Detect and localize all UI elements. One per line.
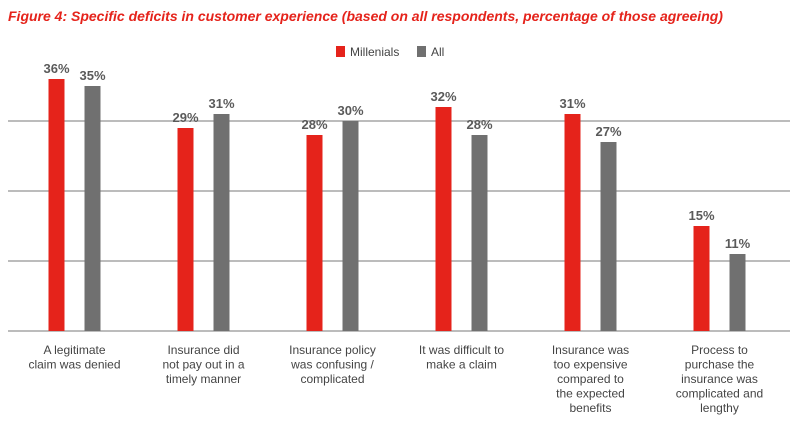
category-label-5: Process to purchase the insurance was compl… [676,343,763,415]
data-labels: 36% 35% 29% 31% 28% 30% 32% 28% 31% 27% 15% 11% [43,61,750,251]
bar-millenials-4 [564,114,581,331]
data-label-all-1: 31% [208,96,234,111]
data-label-all-0: 35% [79,68,105,83]
bar-millenials-2 [306,135,323,331]
data-label-all-4: 27% [595,124,621,139]
bar-all-2 [342,121,359,331]
bar-millenials-1 [177,128,194,331]
bar-all-5 [729,254,746,331]
category-label-3: It was difficult to make a claim [419,343,504,372]
data-label-millenials-5: 15% [688,208,714,223]
data-label-millenials-1: 29% [172,110,198,125]
bar-millenials-0 [48,79,65,331]
data-label-millenials-0: 36% [43,61,69,76]
chart-title: Figure 4: Specific deficits in customer … [8,8,723,24]
bar-all-1 [213,114,230,331]
legend-label-0: Millenials [350,45,399,59]
legend-label-1: All [431,45,444,59]
bar-all-3 [471,135,488,331]
gridlines [8,120,790,332]
legend: Millenials All [336,45,444,59]
bar-millenials-3 [435,107,452,331]
category-label-1: Insurance did not pay out in a timely mann… [162,343,244,386]
bar-all-0 [84,86,101,331]
data-label-millenials-3: 32% [430,89,456,104]
data-label-all-2: 30% [337,103,363,118]
data-label-millenials-4: 31% [559,96,585,111]
category-label-2: Insurance policy was confusing / complicat… [289,343,376,386]
legend-swatch-1 [417,46,426,57]
data-label-all-5: 11% [725,236,751,251]
category-label-4: Insurance was too expensive compared to the… [552,343,629,415]
bar-millenials-5 [693,226,710,331]
category-label-0: A legitimate claim was denied [28,343,120,372]
data-label-all-3: 28% [466,117,492,132]
category-labels: A legitimate claim was denied Insurance di… [28,343,763,415]
legend-swatch-0 [336,46,345,57]
bar-all-4 [600,142,617,331]
data-label-millenials-2: 28% [301,117,327,132]
bars [48,79,746,331]
